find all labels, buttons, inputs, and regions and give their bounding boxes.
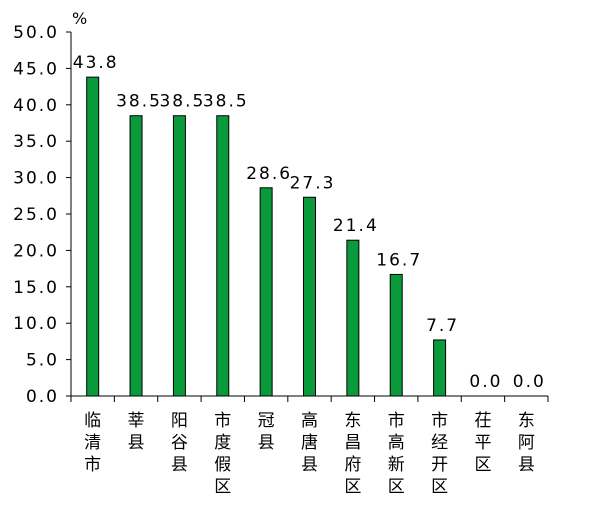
bar bbox=[389, 273, 403, 397]
y-tick-label: 25.0 bbox=[13, 205, 59, 225]
data-label: 7.7 bbox=[426, 316, 459, 336]
data-label: 38.5 bbox=[159, 92, 205, 112]
data-label: 0.0 bbox=[513, 372, 546, 392]
data-label: 21.4 bbox=[333, 216, 379, 236]
category-label: 市高新区 bbox=[388, 411, 405, 497]
category-label: 高唐县 bbox=[301, 411, 318, 475]
bar bbox=[172, 115, 186, 397]
y-tick-label: 40.0 bbox=[13, 96, 59, 116]
bar bbox=[216, 115, 230, 397]
y-tick-label: 50.0 bbox=[13, 23, 59, 43]
data-label: 43.8 bbox=[73, 53, 119, 73]
category-label: 市经开区 bbox=[431, 411, 448, 497]
category-label: 阳谷县 bbox=[171, 411, 188, 475]
bar bbox=[86, 76, 100, 397]
bar bbox=[259, 187, 273, 397]
data-label: 38.5 bbox=[203, 92, 249, 112]
category-label: 冠县 bbox=[258, 411, 275, 453]
data-label: 27.3 bbox=[290, 173, 336, 193]
y-tick-label: 0.0 bbox=[26, 387, 59, 407]
y-tick-label: 20.0 bbox=[13, 241, 59, 261]
y-tick-label: 35.0 bbox=[13, 132, 59, 152]
bar bbox=[303, 196, 316, 397]
y-tick-label: 10.0 bbox=[13, 314, 59, 334]
data-label: 16.7 bbox=[376, 250, 422, 270]
x-axis bbox=[70, 395, 549, 402]
category-label: 莘县 bbox=[128, 411, 145, 453]
category-label: 东昌府区 bbox=[344, 411, 361, 497]
category-label: 市度假区 bbox=[214, 411, 231, 497]
data-label: 0.0 bbox=[469, 372, 502, 392]
category-label: 茌平区 bbox=[474, 411, 491, 475]
y-axis: 0.0 5.0 10.0 15.0 20.0 25.0 30.0 35.0 40.0 45.0 50… bbox=[13, 23, 72, 407]
bars bbox=[86, 76, 447, 397]
data-label: 38.5 bbox=[116, 92, 162, 112]
y-tick-label: 5.0 bbox=[26, 351, 59, 371]
y-tick-label: 30.0 bbox=[13, 169, 59, 189]
category-labels: 临清市 莘县 阳谷县 市度假区 冠县 高唐县 东昌府区 市高新区 市经开区 茌平区 东阿县 bbox=[84, 411, 535, 497]
y-tick-label: 15.0 bbox=[13, 278, 59, 298]
data-label: 28.6 bbox=[246, 164, 292, 184]
data-labels: 43.838.538.538.528.627.321.416.77.70.0 0.… bbox=[73, 53, 546, 392]
y-tick-label: 45.0 bbox=[13, 59, 59, 79]
y-axis-unit-label: % bbox=[72, 9, 87, 28]
category-label: 临清市 bbox=[84, 411, 101, 475]
category-label: 东阿县 bbox=[518, 411, 535, 475]
bar bbox=[346, 239, 360, 397]
bar bbox=[433, 339, 447, 397]
bar bbox=[129, 115, 143, 397]
